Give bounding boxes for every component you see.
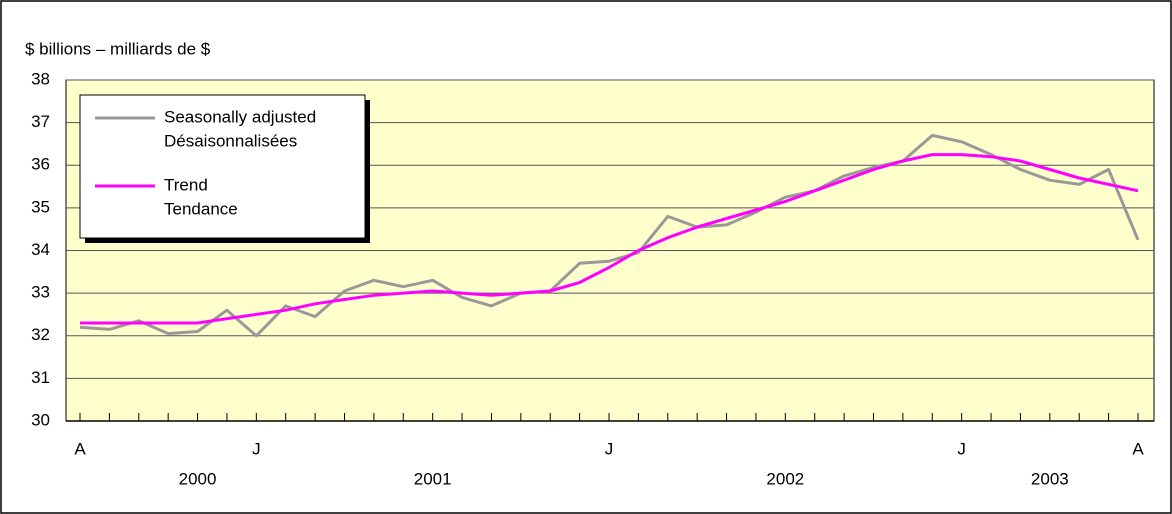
x-tick-label: J [957,439,966,458]
y-tick-label: 34 [31,240,50,259]
y-tick-label: 36 [31,155,50,174]
legend-label: Tendance [164,199,238,218]
y-tick-label: 38 [31,69,50,88]
x-tick-label: J [605,439,614,458]
y-tick-label: 30 [31,410,50,429]
y-tick-label: 31 [31,368,50,387]
year-label: 2000 [179,469,217,488]
legend-label: Trend [164,175,208,194]
y-tick-label: 32 [31,325,50,344]
series-line [79,133,1140,338]
legend-label: Seasonally adjusted [164,107,316,126]
series-line [80,153,1139,325]
y-tick-label: 33 [31,283,50,302]
legend-label: Désaisonnalisées [164,131,297,150]
y-axis-label: $ billions – milliards de $ [25,39,211,58]
x-tick-label: A [74,439,86,458]
year-label: 2002 [766,469,804,488]
y-tick-label: 35 [31,197,50,216]
year-label: 2003 [1031,469,1069,488]
year-label: 2001 [414,469,452,488]
y-tick-label: 37 [31,112,50,131]
x-tick-label: J [252,439,261,458]
x-tick-label: A [1132,439,1144,458]
